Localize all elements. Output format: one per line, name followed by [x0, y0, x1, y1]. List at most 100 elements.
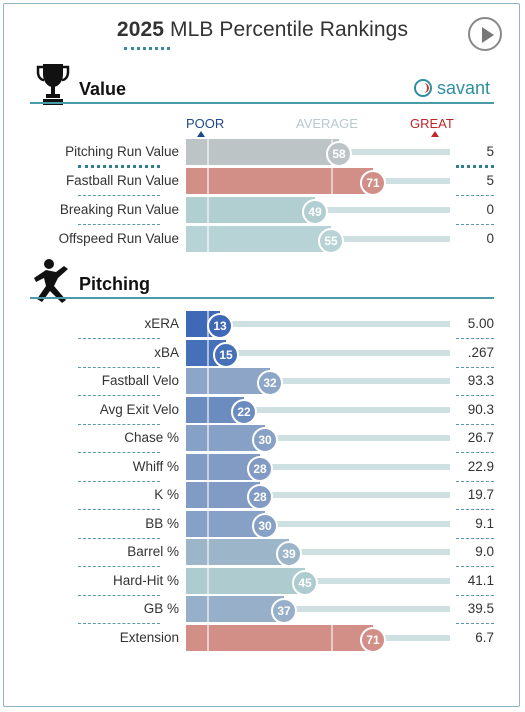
percentile-bubble: 30 — [252, 512, 278, 539]
pitcher-icon — [30, 258, 78, 309]
metric-row[interactable]: xERA 13 5.00 — [0, 311, 525, 339]
axis-average-label: AVERAGE — [296, 116, 358, 131]
year-underline — [124, 47, 170, 50]
metric-value: 90.3 — [467, 401, 494, 417]
metric-row[interactable]: Barrel % 39 9.0 — [0, 539, 525, 567]
value-section-title: Value — [79, 79, 127, 99]
metric-value: 5.00 — [467, 316, 494, 331]
percentile-bar — [186, 596, 284, 622]
row-divider — [456, 366, 494, 368]
metric-value: 39.5 — [467, 601, 494, 616]
axis-great-label: GREAT — [410, 116, 454, 131]
bar-gridline — [207, 567, 209, 594]
page-title: 2025 MLB Percentile Rankings — [0, 18, 525, 42]
metric-label: xERA — [144, 316, 179, 331]
metric-row[interactable]: GB % 37 39.5 — [0, 596, 525, 624]
metric-row[interactable]: K % 28 19.7 — [0, 482, 525, 510]
metric-row[interactable]: Fastball Run Value 71 5 — [0, 168, 525, 196]
metric-row[interactable]: Breaking Run Value 49 0 — [0, 197, 525, 225]
percentile-bubble: 55 — [318, 228, 344, 254]
percentile-bar — [186, 425, 265, 451]
percentile-bubble: 49 — [302, 199, 328, 225]
row-divider — [456, 480, 494, 482]
metric-label: Pitching Run Value — [65, 144, 179, 159]
pitching-section-rule — [30, 297, 494, 299]
bar-gridline — [207, 425, 209, 451]
value-section-rule — [30, 102, 494, 104]
percentile-track — [186, 492, 450, 498]
row-divider — [78, 224, 160, 225]
metric-value: 19.7 — [467, 487, 494, 502]
title-year: 2025 — [116, 18, 165, 41]
metric-label: Whiff % — [132, 458, 179, 474]
metric-label: Offspeed Run Value — [58, 231, 179, 246]
metric-value: .267 — [467, 344, 494, 360]
percentile-bubble: 28 — [247, 455, 273, 482]
pitching-section-title: Pitching — [79, 274, 150, 294]
percentile-bubble: 15 — [213, 341, 239, 368]
bar-gridline — [207, 596, 209, 622]
row-divider — [456, 224, 494, 225]
row-divider — [78, 165, 160, 168]
metric-row[interactable]: Whiff % 28 22.9 — [0, 453, 525, 482]
percentile-bubble: 28 — [247, 484, 273, 510]
row-divider — [78, 594, 160, 596]
percentile-track — [186, 321, 450, 327]
row-divider — [78, 623, 160, 624]
metric-value: 9.1 — [475, 515, 494, 531]
bar-gridline — [207, 453, 209, 480]
metric-row[interactable]: Chase % 30 26.7 — [0, 425, 525, 453]
percentile-bar — [186, 168, 373, 194]
metric-value: 5 — [486, 144, 494, 159]
percentile-bubble: 22 — [231, 398, 257, 425]
row-divider — [78, 338, 160, 339]
play-icon[interactable] — [468, 17, 502, 51]
metric-value: 41.1 — [467, 572, 494, 588]
metric-row[interactable]: xBA 15 .267 — [0, 339, 525, 368]
row-divider — [456, 594, 494, 596]
bar-gridline — [207, 226, 209, 252]
percentile-bar — [186, 226, 331, 252]
metric-row[interactable]: Hard-Hit % 45 41.1 — [0, 567, 525, 596]
row-divider — [78, 366, 160, 368]
row-divider — [78, 395, 160, 396]
metric-row[interactable]: Pitching Run Value 58 5 — [0, 139, 525, 168]
percentile-bubble: 71 — [360, 170, 386, 196]
metric-row[interactable]: Extension 71 6.7 — [0, 624, 525, 653]
percentile-track — [186, 606, 450, 612]
metric-row[interactable]: Fastball Velo 32 93.3 — [0, 368, 525, 396]
percentile-bar — [186, 197, 315, 223]
metric-label: Breaking Run Value — [59, 202, 179, 217]
percentile-track — [186, 577, 450, 584]
metric-row[interactable]: Avg Exit Velo 22 90.3 — [0, 396, 525, 425]
percentile-bar — [186, 624, 373, 651]
savant-label: savant — [437, 78, 491, 98]
metric-value: 0 — [486, 202, 494, 217]
metric-label: xBA — [154, 344, 179, 360]
savant-logo[interactable]: savant — [414, 78, 490, 99]
metric-row[interactable]: Offspeed Run Value 55 0 — [0, 226, 525, 254]
percentile-bubble: 32 — [257, 370, 283, 396]
bar-gridline — [207, 624, 209, 651]
percentile-bar — [186, 510, 265, 537]
metric-label: GB % — [143, 601, 179, 616]
axis-poor-marker — [197, 131, 205, 137]
row-divider — [78, 423, 160, 425]
row-divider — [78, 480, 160, 482]
metric-row[interactable]: BB % 30 9.1 — [0, 510, 525, 539]
percentile-track — [186, 435, 450, 441]
row-divider — [78, 566, 160, 567]
row-divider — [456, 338, 494, 339]
percentile-bubble: 13 — [207, 313, 233, 339]
bar-gridline — [207, 396, 209, 423]
bar-gridline — [207, 168, 209, 194]
row-divider — [456, 537, 494, 539]
metric-label: Chase % — [124, 430, 179, 445]
metric-label: Fastball Run Value — [65, 173, 179, 188]
percentile-bar — [186, 567, 305, 594]
row-divider — [78, 537, 160, 539]
metric-label: K % — [154, 487, 179, 502]
percentile-track — [186, 406, 450, 413]
metric-value: 5 — [486, 173, 494, 188]
percentile-track — [186, 349, 450, 356]
